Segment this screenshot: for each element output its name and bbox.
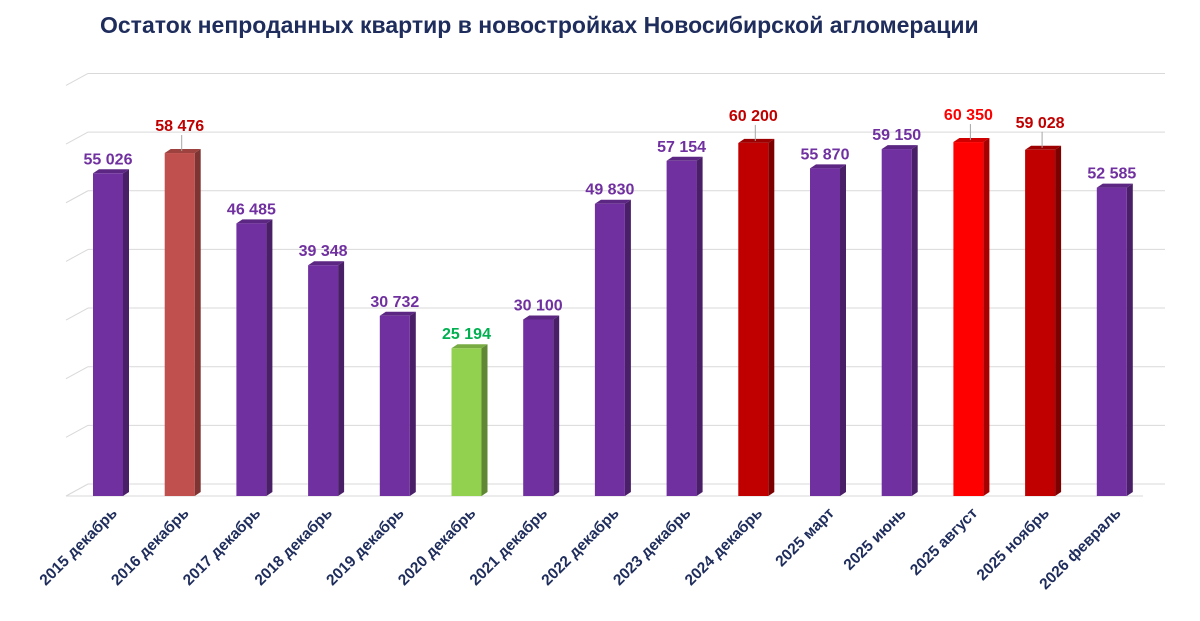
bar-front <box>594 203 625 496</box>
bar-side <box>1126 183 1133 496</box>
bar <box>594 199 631 496</box>
data-label: 46 485 <box>227 201 276 218</box>
bar-top <box>881 145 918 150</box>
bar-side <box>481 344 488 496</box>
bar-side <box>696 156 703 496</box>
gridline-diagonal <box>65 424 89 438</box>
tick-label: 2025 июнь <box>841 505 910 574</box>
bar-front <box>881 149 912 496</box>
bar-top <box>523 315 560 320</box>
bar-front <box>738 142 769 496</box>
data-label: 59 028 <box>1016 115 1065 132</box>
bar-top <box>236 219 273 224</box>
data-label: 49 830 <box>585 182 634 199</box>
bar <box>164 149 201 496</box>
tick-label: 2025 март <box>772 505 838 571</box>
bar <box>379 311 416 496</box>
data-label: 59 150 <box>872 127 921 144</box>
tick-label: 2024 декабрь <box>682 505 766 589</box>
bar-top <box>594 199 631 204</box>
data-label: 30 732 <box>370 294 419 311</box>
bars <box>93 138 1133 497</box>
bar-top <box>164 149 201 154</box>
data-label: 60 350 <box>944 107 993 124</box>
tick-label: 2025 ноябрь <box>974 505 1053 584</box>
bar-side <box>624 199 631 496</box>
data-label: 30 100 <box>514 297 563 314</box>
bar <box>1096 183 1133 496</box>
bar-side <box>194 149 201 496</box>
bar <box>93 169 129 496</box>
data-label: 55 870 <box>801 146 850 163</box>
bar-front <box>1096 187 1127 496</box>
bar-top <box>810 164 846 169</box>
bar-front <box>953 142 984 497</box>
bar-side <box>1055 145 1062 496</box>
bar <box>451 344 488 496</box>
bar-front <box>236 223 267 496</box>
data-label: 58 476 <box>155 118 204 135</box>
bar-front <box>451 348 482 496</box>
bar <box>523 315 560 496</box>
bar-top <box>379 311 416 316</box>
bar-side <box>123 169 129 496</box>
bar-front <box>379 315 410 496</box>
bar-front <box>308 265 339 496</box>
bar-side <box>553 315 560 496</box>
data-label: 39 348 <box>299 243 348 260</box>
bar <box>666 156 703 496</box>
bar <box>810 164 846 496</box>
bar-top <box>308 261 345 266</box>
gridline-diagonal <box>65 73 89 86</box>
bar-side <box>266 219 273 496</box>
bar-front <box>1025 149 1056 496</box>
data-label: 57 154 <box>657 139 706 156</box>
bar-front <box>164 153 195 496</box>
bar-side <box>768 138 775 496</box>
data-label: 25 194 <box>442 326 491 343</box>
bar-top <box>1096 183 1133 188</box>
gridline-diagonal <box>65 366 89 380</box>
bar-top <box>1025 145 1062 150</box>
bar <box>953 138 990 497</box>
bar <box>1025 145 1062 496</box>
gridline-diagonal <box>65 190 89 204</box>
bar <box>881 145 918 496</box>
bar-top <box>93 169 129 174</box>
bar-top <box>738 138 775 143</box>
bar-front <box>810 168 840 496</box>
bar-side <box>840 164 846 496</box>
gridline-diagonal <box>65 248 89 262</box>
bar-top <box>451 344 488 349</box>
data-label: 55 026 <box>84 151 133 168</box>
chart-title: Остаток непроданных квартир в новостройк… <box>100 12 979 38</box>
bar-side <box>409 311 416 496</box>
bar-side <box>911 145 918 496</box>
tick-label: 2025 август <box>907 505 981 579</box>
bar <box>308 261 345 496</box>
bar-front <box>523 319 554 496</box>
bar <box>738 138 775 496</box>
bar-front <box>93 173 123 496</box>
bar-top <box>666 156 703 161</box>
bar-front <box>666 160 697 496</box>
gridline-diagonal <box>65 483 89 497</box>
gridline-diagonal <box>65 307 89 321</box>
data-label: 52 585 <box>1087 166 1136 183</box>
bar-side <box>338 261 345 496</box>
data-label: 60 200 <box>729 108 778 125</box>
bar-side <box>983 138 990 497</box>
bar-top <box>953 138 990 143</box>
bar <box>236 219 273 496</box>
gridline-diagonal <box>65 131 89 145</box>
